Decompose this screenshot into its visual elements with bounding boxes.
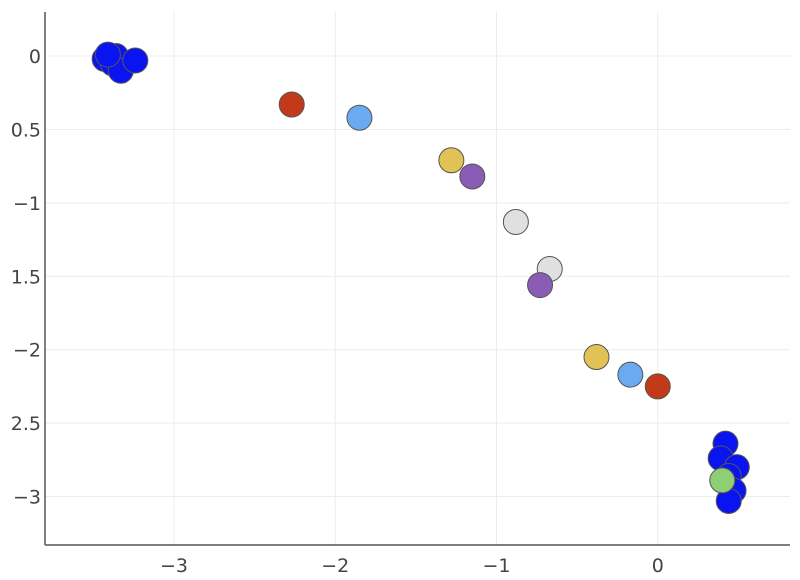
x-tick-label: −1 [483, 555, 511, 577]
y-tick-label: 1.5 [11, 266, 41, 288]
data-point [617, 361, 644, 388]
data-point [94, 41, 121, 68]
data-point [583, 344, 610, 371]
y-tick-label: 0 [29, 46, 41, 68]
y-tick-label: −3 [13, 487, 41, 509]
data-points [91, 41, 750, 514]
data-point [459, 163, 486, 190]
y-tick-label: 2.5 [11, 413, 41, 435]
x-tick-label: 0 [652, 555, 664, 577]
y-tick-label: 0.5 [11, 119, 41, 141]
y-tick-label: −1 [13, 193, 41, 215]
data-point [709, 467, 736, 494]
y-tick-label: −2 [13, 340, 41, 362]
data-point [346, 104, 373, 131]
data-point [502, 208, 529, 235]
x-tick-labels: −3 −2 −1 0 [160, 555, 664, 577]
data-point [122, 47, 149, 74]
x-tick-label: −3 [160, 555, 188, 577]
axes [44, 12, 790, 546]
data-point [527, 272, 554, 299]
data-point [278, 91, 305, 118]
x-tick-label: −2 [321, 555, 349, 577]
data-point [438, 147, 465, 174]
data-point [644, 373, 671, 400]
grid-lines [45, 12, 790, 545]
y-tick-labels: 0 0.5 −1 1.5 −2 2.5 −3 [11, 46, 41, 508]
